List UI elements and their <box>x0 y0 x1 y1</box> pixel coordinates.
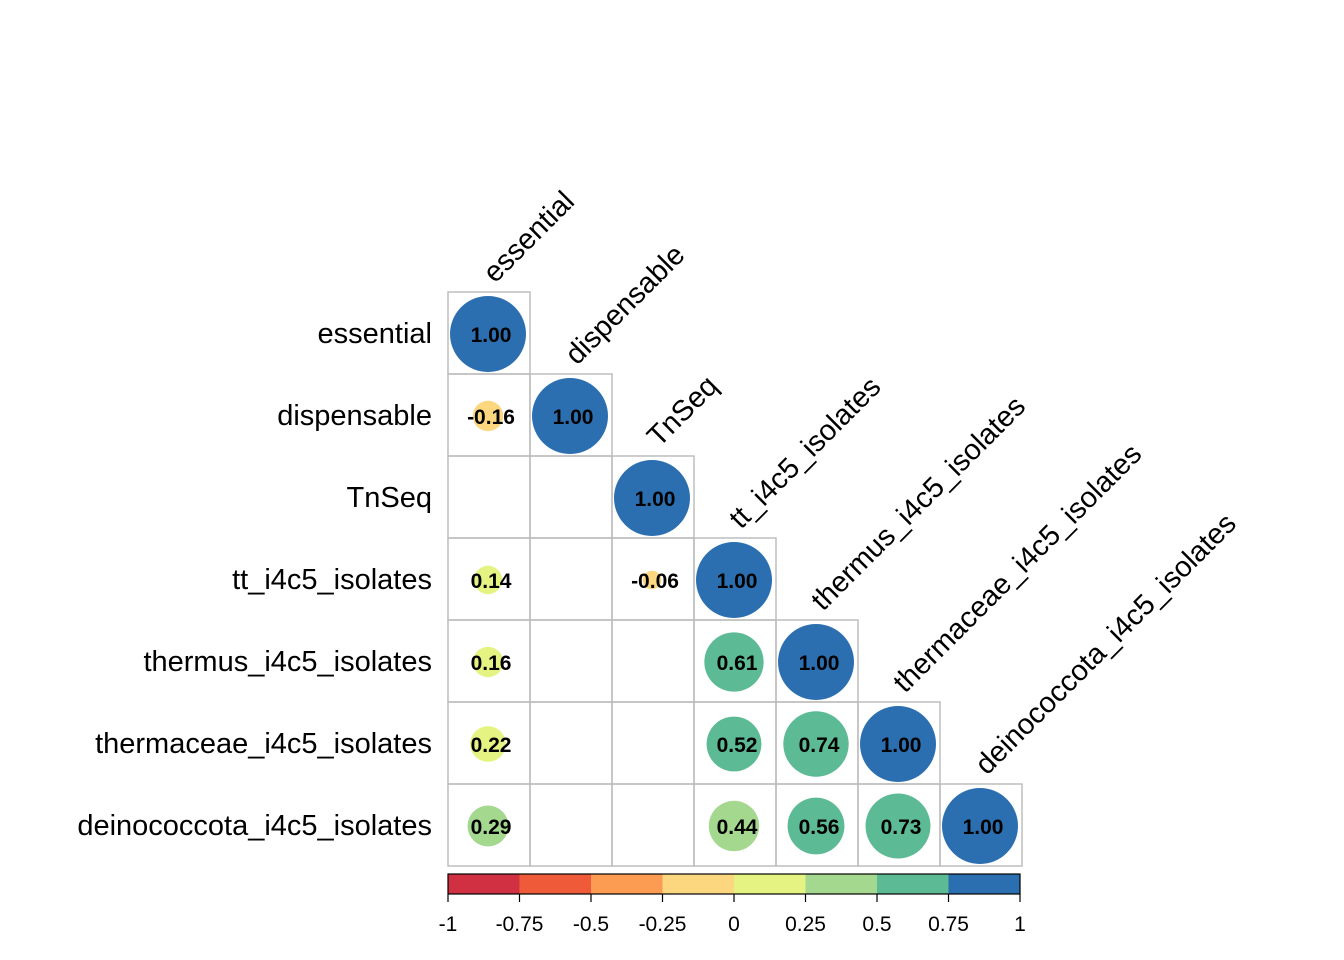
row-label-deinococcota_i4c5_isolates: deinococcota_i4c5_isolates <box>77 810 432 842</box>
grid-cell <box>611 701 695 785</box>
grid-cell <box>529 783 613 867</box>
grid-cell <box>939 783 1023 867</box>
corr-circle-essential-essential <box>450 296 526 372</box>
corr-value-deinococcota_i4c5_isolates-thermaceae_i4c5_isolates: 0.73 <box>881 816 922 839</box>
row-label-thermaceae_i4c5_isolates: thermaceae_i4c5_isolates <box>95 728 432 760</box>
corr-circle-deinococcota_i4c5_isolates-thermus_i4c5_isolates <box>787 797 845 855</box>
grid-cell <box>529 455 613 539</box>
correlation-values: 1.00 -0.16 1.00 1.00 0.14 -0.06 1.00 0.16 0.61 1.… <box>467 324 1003 839</box>
colorbar-tick-label: 0.75 <box>928 913 969 936</box>
corr-value-tt_i4c5_isolates-tt_i4c5_isolates: 1.00 <box>717 570 758 593</box>
row-label-essential: essential <box>318 318 432 350</box>
corr-circle-tt_i4c5_isolates-tt_i4c5_isolates <box>696 542 772 618</box>
corr-value-dispensable-essential: -0.16 <box>467 406 515 429</box>
colorbar-tick-label: 0.25 <box>785 913 826 936</box>
corr-circle-deinococcota_i4c5_isolates-essential <box>467 805 509 847</box>
corr-circle-tt_i4c5_isolates-essential <box>473 565 503 595</box>
column-label-essential: essential <box>477 185 581 289</box>
grid-cell <box>447 455 531 539</box>
grid-cell <box>529 701 613 785</box>
colorbar-segment <box>662 874 735 894</box>
corr-circle-thermaceae_i4c5_isolates-essential <box>470 726 506 762</box>
colorbar-tick-label: -1 <box>439 913 458 936</box>
colorbar-segment <box>948 874 1021 894</box>
grid-cell <box>611 783 695 867</box>
corr-value-deinococcota_i4c5_isolates-thermus_i4c5_isolates: 0.56 <box>799 816 840 839</box>
corr-value-thermaceae_i4c5_isolates-tt_i4c5_isolates: 0.52 <box>717 734 758 757</box>
corr-value-TnSeq-TnSeq: 1.00 <box>635 488 676 511</box>
grid-cell <box>529 619 613 703</box>
colorbar-segment <box>448 874 520 894</box>
corr-circle-deinococcota_i4c5_isolates-thermaceae_i4c5_isolates <box>865 793 931 859</box>
corr-value-thermus_i4c5_isolates-tt_i4c5_isolates: 0.61 <box>717 652 758 675</box>
corr-value-deinococcota_i4c5_isolates-deinococcota_i4c5_isolates: 1.00 <box>963 816 1004 839</box>
column-label-TnSeq: TnSeq <box>641 370 724 453</box>
corr-value-thermaceae_i4c5_isolates-thermaceae_i4c5_isolates: 1.00 <box>881 734 922 757</box>
column-labels: essentialdispensableTnSeqtt_i4c5_isolate… <box>477 185 1242 781</box>
colorbar-tick-label: -0.25 <box>639 913 687 936</box>
colorbar-tick-label: 1 <box>1014 913 1026 936</box>
colorbar-segment <box>877 874 949 894</box>
corr-value-deinococcota_i4c5_isolates-tt_i4c5_isolates: 0.44 <box>717 816 758 839</box>
correlation-circles <box>450 296 1018 864</box>
column-label-dispensable: dispensable <box>559 239 691 371</box>
row-label-dispensable: dispensable <box>277 400 432 432</box>
corr-circle-deinococcota_i4c5_isolates-tt_i4c5_isolates <box>708 800 760 852</box>
corr-circle-deinococcota_i4c5_isolates-deinococcota_i4c5_isolates <box>942 788 1018 864</box>
colorbar-segment <box>591 874 663 894</box>
corr-circle-thermus_i4c5_isolates-essential <box>472 646 504 678</box>
row-label-TnSeq: TnSeq <box>347 482 432 514</box>
corr-circle-TnSeq-TnSeq <box>614 460 690 536</box>
corr-value-tt_i4c5_isolates-essential: 0.14 <box>471 570 512 593</box>
colorbar-segment <box>805 874 878 894</box>
corr-circle-thermus_i4c5_isolates-tt_i4c5_isolates <box>704 632 764 692</box>
corr-value-thermus_i4c5_isolates-essential: 0.16 <box>471 652 512 675</box>
colorbar-tick-label: -0.5 <box>573 913 609 936</box>
colorbar-tick-label: -0.75 <box>496 913 544 936</box>
row-label-tt_i4c5_isolates: tt_i4c5_isolates <box>232 564 432 596</box>
column-label-tt_i4c5_isolates: tt_i4c5_isolates <box>723 371 887 535</box>
corr-value-thermus_i4c5_isolates-thermus_i4c5_isolates: 1.00 <box>799 652 840 675</box>
row-labels: essential dispensable TnSeq tt_i4c5_isolate… <box>77 318 432 842</box>
colorbar-tick-label: 0.5 <box>862 913 891 936</box>
colorbar-segment <box>519 874 592 894</box>
corr-value-essential-essential: 1.00 <box>471 324 512 347</box>
corr-circle-tt_i4c5_isolates-TnSeq <box>642 570 662 590</box>
corr-circle-thermaceae_i4c5_isolates-thermus_i4c5_isolates <box>783 711 849 777</box>
corr-circle-dispensable-dispensable <box>532 378 608 454</box>
grid-cell <box>611 619 695 703</box>
corr-value-deinococcota_i4c5_isolates-essential: 0.29 <box>471 816 512 839</box>
corr-value-thermaceae_i4c5_isolates-thermus_i4c5_isolates: 0.74 <box>799 734 840 757</box>
corr-circle-thermaceae_i4c5_isolates-tt_i4c5_isolates <box>706 716 762 772</box>
colorbar-tick-label: 0 <box>728 913 740 936</box>
grid-cell <box>529 537 613 621</box>
corr-circle-thermaceae_i4c5_isolates-thermaceae_i4c5_isolates <box>860 706 936 782</box>
corr-value-thermaceae_i4c5_isolates-essential: 0.22 <box>471 734 512 757</box>
colorbar: -1 -0.75 -0.5 -0.25 0 0.25 0.5 0.75 1 <box>439 873 1026 936</box>
grid-cells <box>447 291 1023 867</box>
column-label-deinococcota_i4c5_isolates: deinococcota_i4c5_isolates <box>969 508 1242 781</box>
corr-circle-thermus_i4c5_isolates-thermus_i4c5_isolates <box>778 624 854 700</box>
corr-circle-dispensable-essential <box>472 400 504 432</box>
corr-value-tt_i4c5_isolates-TnSeq: -0.06 <box>631 570 679 593</box>
colorbar-segment <box>734 874 806 894</box>
row-label-thermus_i4c5_isolates: thermus_i4c5_isolates <box>143 646 432 678</box>
corr-value-dispensable-dispensable: 1.00 <box>553 406 594 429</box>
